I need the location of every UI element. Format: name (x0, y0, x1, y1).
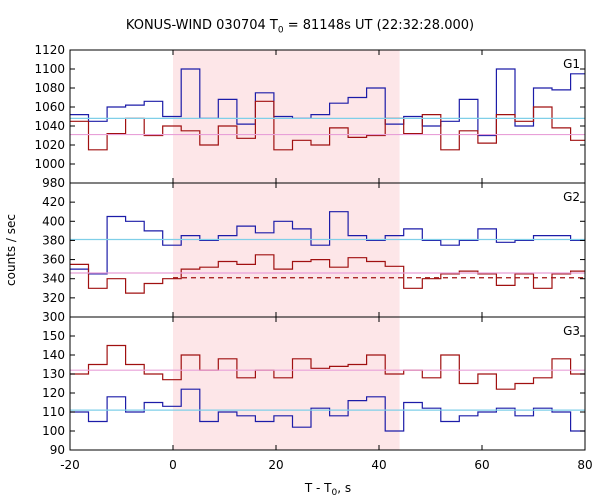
series-red-histogram (70, 254, 585, 294)
y-axis-label: counts / sec (4, 214, 18, 286)
panel-g2 (70, 211, 585, 294)
y-tick-label: 300 (42, 310, 65, 324)
y-tick-label: 110 (42, 405, 65, 419)
y-tick-label: 340 (42, 272, 65, 286)
y-tick-label: 380 (42, 233, 65, 247)
panel-frame (69, 316, 586, 451)
panel-label: G1 (563, 57, 580, 71)
y-tick-label: 1100 (34, 62, 65, 76)
y-tick-label: 320 (42, 291, 65, 305)
x-tick-label: -20 (60, 458, 80, 472)
chart-title: KONUS-WIND 030704 T0 = 81148s UT (22:32:… (125, 18, 475, 36)
axes-layer: 9801000102010401060108011001120G13003203… (34, 43, 592, 472)
series-layer (70, 68, 585, 432)
series-red-histogram (70, 344, 585, 390)
series-red-histogram (70, 100, 585, 151)
x-tick-label: 40 (371, 458, 386, 472)
x-axis-label: T - T0, s (304, 481, 351, 498)
y-tick-label: 1020 (34, 138, 65, 152)
x-tick-label: 80 (577, 458, 592, 472)
y-tick-label: 1080 (34, 81, 65, 95)
x-tick-label: 60 (474, 458, 489, 472)
y-tick-label: 120 (42, 386, 65, 400)
y-tick-label: 1060 (34, 100, 65, 114)
panel-g1 (70, 68, 585, 151)
y-tick-label: 400 (42, 214, 65, 228)
x-tick-label: 20 (268, 458, 283, 472)
y-tick-label: 150 (42, 329, 65, 343)
panel-g3 (70, 344, 585, 432)
y-tick-label: 1120 (34, 43, 65, 57)
y-tick-label: 100 (42, 424, 65, 438)
y-tick-label: 360 (42, 253, 65, 267)
y-tick-label: 130 (42, 367, 65, 381)
y-tick-label: 90 (50, 443, 65, 457)
series-blue-histogram (70, 388, 585, 432)
highlight-layer (173, 50, 400, 450)
y-tick-label: 1000 (34, 157, 65, 171)
y-tick-label: 420 (42, 195, 65, 209)
highlight-interval (173, 50, 400, 450)
y-tick-label: 140 (42, 348, 65, 362)
panel-label: G3 (563, 324, 580, 338)
x-tick-label: 0 (169, 458, 177, 472)
series-blue-histogram (70, 68, 585, 137)
series-blue-histogram (70, 211, 585, 275)
y-tick-label: 1040 (34, 119, 65, 133)
panel-label: G2 (563, 190, 580, 204)
y-tick-label: 980 (42, 176, 65, 190)
